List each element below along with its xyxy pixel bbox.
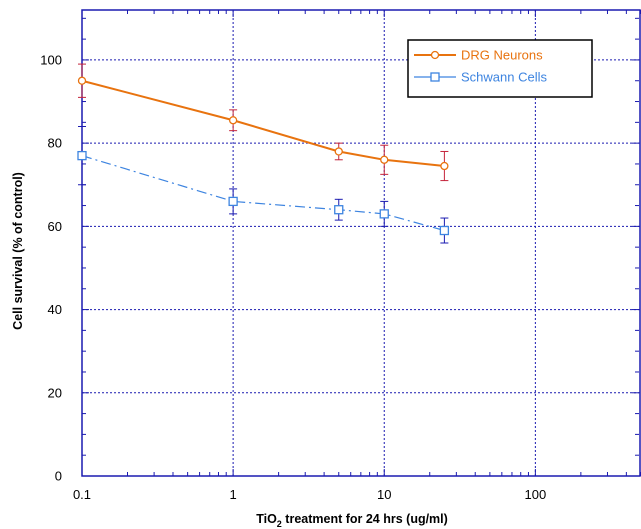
legend: DRG Neurons Schwann Cells [407, 39, 593, 98]
data-point [439, 225, 450, 236]
y-tick-label: 20 [48, 385, 62, 400]
data-point [334, 147, 343, 156]
x-tick-labels: 0.1 1 10 100 [73, 487, 546, 502]
x-axis-label-prefix: TiO [256, 512, 277, 526]
data-point [77, 76, 87, 85]
y-tick-label: 60 [48, 219, 62, 234]
legend-label: Schwann Cells [461, 70, 547, 85]
y-tick-label: 80 [48, 136, 62, 151]
legend-item: Schwann Cells [414, 70, 547, 85]
series-layer [77, 63, 450, 244]
x-tick-label: 0.1 [73, 487, 91, 502]
x-axis-label-suffix: treatment for 24 hrs (ug/ml) [282, 512, 448, 526]
x-axis-label: TiO2 treatment for 24 hrs (ug/ml) [256, 512, 448, 529]
legend-item: DRG Neurons [414, 48, 543, 63]
data-point [228, 196, 238, 207]
plot-frame [81, 9, 641, 477]
x-tick-label: 100 [525, 487, 547, 502]
data-point [77, 150, 87, 161]
y-tick-label: 0 [55, 469, 62, 484]
y-axis-label: Cell survival (% of control) [11, 172, 25, 330]
series-drg-neurons [77, 63, 449, 182]
data-point [379, 209, 389, 219]
x-tick-label: 10 [377, 487, 391, 502]
legend-marker [430, 50, 440, 60]
y-tick-label: 100 [40, 52, 62, 67]
data-point [440, 161, 449, 171]
data-point [228, 116, 238, 125]
data-point [380, 155, 389, 164]
y-tick-label: 40 [48, 302, 62, 317]
legend-box [407, 39, 593, 98]
x-axis-label-subscript: 2 [277, 519, 282, 529]
y-tick-labels: 0 20 40 60 80 100 [40, 52, 62, 483]
series-schwann-cells [77, 126, 450, 244]
legend-marker [430, 72, 440, 82]
legend-label: DRG Neurons [461, 48, 543, 63]
x-tick-label: 1 [230, 487, 237, 502]
data-point [334, 205, 344, 215]
